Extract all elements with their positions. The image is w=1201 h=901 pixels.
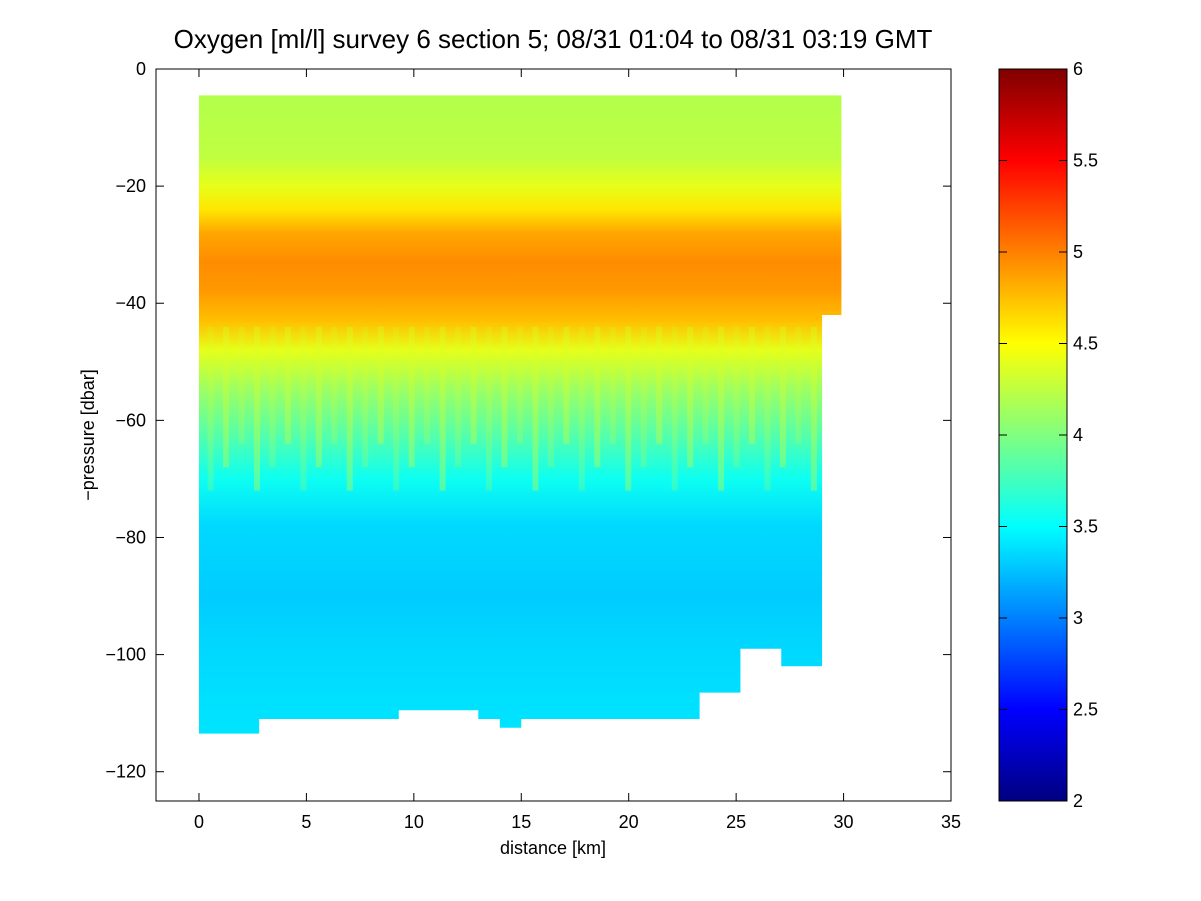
y-tick-label: −20: [115, 176, 146, 196]
field-streak: [362, 326, 369, 468]
field-streak: [284, 326, 291, 444]
field-streak: [625, 326, 632, 491]
x-tick-label: 0: [194, 812, 204, 832]
y-tick-label: 0: [136, 59, 146, 79]
field-streak: [470, 326, 477, 444]
y-tick-label: −40: [115, 293, 146, 313]
colorbar-tick-label: 2: [1073, 791, 1083, 811]
field-streak: [656, 326, 663, 444]
x-tick-label: 5: [301, 812, 311, 832]
field-streak: [300, 326, 307, 491]
field-streak: [733, 326, 740, 468]
field-streak: [718, 326, 725, 491]
y-axis-ticks: 0 −20 −40 −60 −80 −100 −120: [105, 59, 951, 782]
field-streak: [315, 326, 322, 468]
field-streak: [578, 326, 585, 491]
plot-axes: 0 5 10 15 20 25 30 35 0 −20 −40 −60 −80 −100 −120: [105, 59, 961, 832]
field-streak: [331, 326, 338, 444]
colorbar-tick-label: 3: [1073, 608, 1083, 628]
field-streak: [455, 326, 462, 468]
field-streak: [547, 326, 554, 468]
colorbar-tick-label: 6: [1073, 59, 1083, 79]
field-streak: [377, 326, 384, 444]
field-streak: [516, 326, 523, 444]
colorbar-tick-label: 5.5: [1073, 151, 1098, 171]
colorbar-tick-label: 2.5: [1073, 700, 1098, 720]
x-tick-label: 20: [619, 812, 639, 832]
y-tick-label: −120: [105, 762, 146, 782]
y-tick-label: −100: [105, 645, 146, 665]
field-streak: [687, 326, 694, 468]
colorbar-tick-label: 4: [1073, 425, 1083, 445]
field-streak: [795, 326, 802, 444]
oxygen-field: [198, 95, 842, 734]
x-tick-label: 15: [511, 812, 531, 832]
field-streak: [563, 326, 570, 444]
field-streak: [408, 326, 415, 468]
x-axis-label: distance [km]: [500, 838, 606, 858]
x-tick-label: 25: [726, 812, 746, 832]
x-tick-label: 30: [834, 812, 854, 832]
field-streak: [609, 326, 616, 444]
field-streak: [532, 326, 539, 491]
field-streak: [640, 326, 647, 468]
field-streak: [501, 326, 508, 468]
field-streak: [346, 326, 353, 491]
x-axis-ticks: 0 5 10 15 20 25 30 35: [194, 69, 961, 832]
y-tick-label: −60: [115, 410, 146, 430]
field-streak: [764, 326, 771, 491]
axes-frame: [155, 68, 952, 802]
field-streak: [253, 326, 260, 491]
y-axis-label: −pressure [dbar]: [78, 369, 98, 501]
colorbar-ticks: 2 2.5 3 3.5 4 4.5 5 5.5 6: [999, 59, 1098, 811]
x-tick-label: 10: [404, 812, 424, 832]
field-streak: [393, 326, 400, 491]
field-streak: [702, 326, 709, 444]
field-streak: [424, 326, 431, 444]
vertical-streaks: [207, 326, 817, 491]
field-streak: [486, 326, 493, 491]
colorbar: 2 2.5 3 3.5 4 4.5 5 5.5 6: [998, 59, 1098, 811]
colorbar-scale: [999, 69, 1067, 801]
field-streak: [749, 326, 756, 444]
field-streak: [269, 326, 276, 468]
y-tick-label: −80: [115, 527, 146, 547]
chart-title: Oxygen [ml/l] survey 6 section 5; 08/31 …: [174, 24, 933, 54]
field-streak: [207, 326, 214, 491]
colorbar-tick-label: 5: [1073, 242, 1083, 262]
colorbar-frame: [998, 68, 1068, 802]
x-tick-label: 35: [941, 812, 961, 832]
colorbar-tick-label: 3.5: [1073, 517, 1098, 537]
colorbar-tick-label: 4.5: [1073, 334, 1098, 354]
field-streak: [671, 326, 678, 491]
field-streak: [594, 326, 601, 468]
field-streak: [810, 326, 817, 491]
field-streak: [238, 326, 245, 444]
field-streak: [439, 326, 446, 491]
field-streak: [223, 326, 230, 468]
field-streak: [779, 326, 786, 468]
